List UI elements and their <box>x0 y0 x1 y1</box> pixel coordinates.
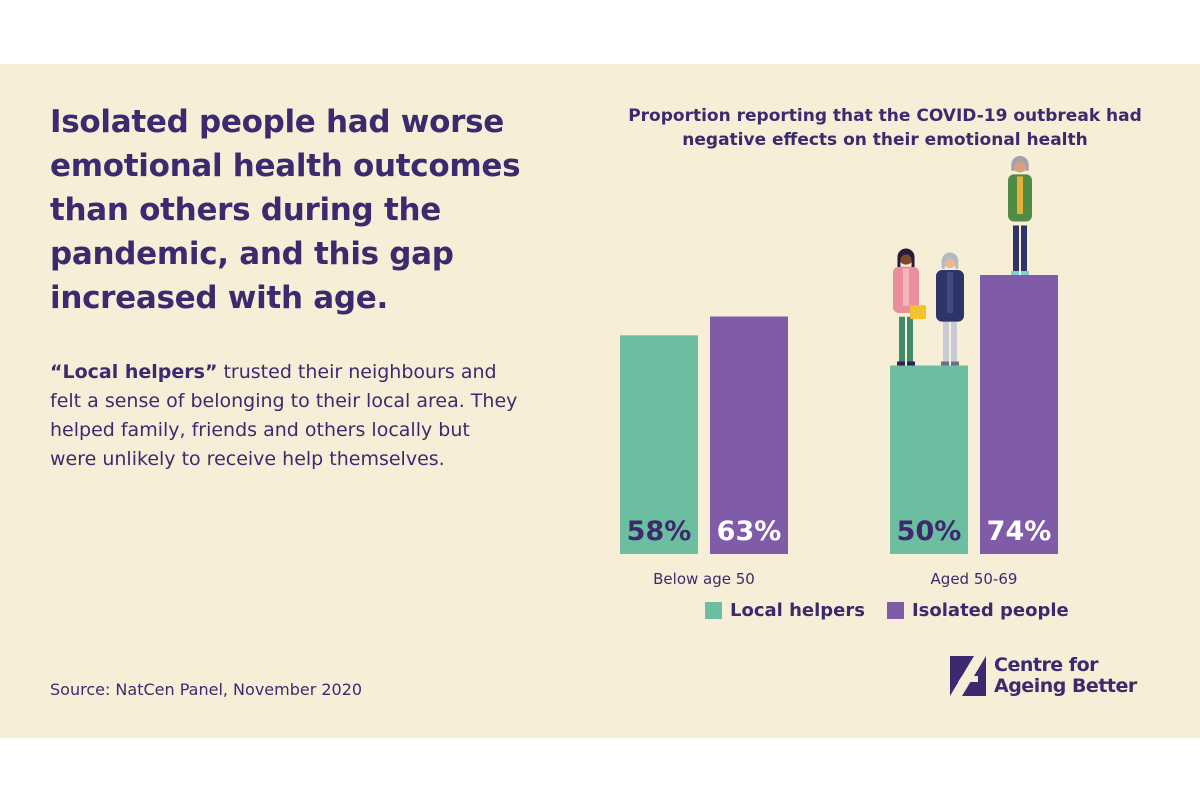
logo-line-2: Ageing Better <box>994 675 1137 697</box>
woman-with-shopping-bag-illustration <box>893 248 926 366</box>
bar-isolated-people-1 <box>980 275 1058 554</box>
chart-title: Proportion reporting that the COVID-19 o… <box>628 106 1142 150</box>
headline: Isolated people had worse emotional heal… <box>50 104 521 316</box>
body-text-rest: trusted their neighbours and felt a sens… <box>50 361 518 470</box>
cab-logo-icon <box>950 656 986 696</box>
legend-label-isolated-people: Isolated people <box>911 600 1069 621</box>
bar-local-helpers-0 <box>620 335 698 554</box>
legend-swatch-local-helpers <box>705 602 722 619</box>
legend-item-isolated-people: Isolated people <box>886 600 1069 621</box>
chart-legend: Local helpers Isolated people <box>705 600 1079 621</box>
legend-item-local-helpers: Local helpers <box>705 600 865 621</box>
category-label-1: Aged 50-69 <box>931 570 1018 588</box>
source-note: Source: NatCen Panel, November 2020 <box>50 680 363 699</box>
bar-local-helpers-1 <box>890 365 968 554</box>
data-label-isolated-people-0: 63% <box>717 516 782 547</box>
logo-text: Centre for Ageing Better <box>994 655 1137 697</box>
brand-logo: Centre for Ageing Better <box>950 655 1137 697</box>
bar-isolated-people-0 <box>710 316 788 554</box>
legend-label-local-helpers: Local helpers <box>730 600 865 621</box>
legend-swatch-isolated-people <box>886 602 904 619</box>
body-text-bold: “Local helpers” <box>50 361 218 383</box>
older-woman-illustration <box>936 252 964 366</box>
logo-line-1: Centre for <box>994 654 1098 676</box>
data-label-local-helpers-0: 58% <box>627 516 692 547</box>
data-label-local-helpers-1: 50% <box>897 516 962 547</box>
data-label-isolated-people-1: 74% <box>987 516 1052 547</box>
category-label-0: Below age 50 <box>653 570 755 588</box>
body-text: “Local helpers” trusted their neighbours… <box>50 358 520 474</box>
older-man-standing-illustration <box>1008 156 1032 276</box>
